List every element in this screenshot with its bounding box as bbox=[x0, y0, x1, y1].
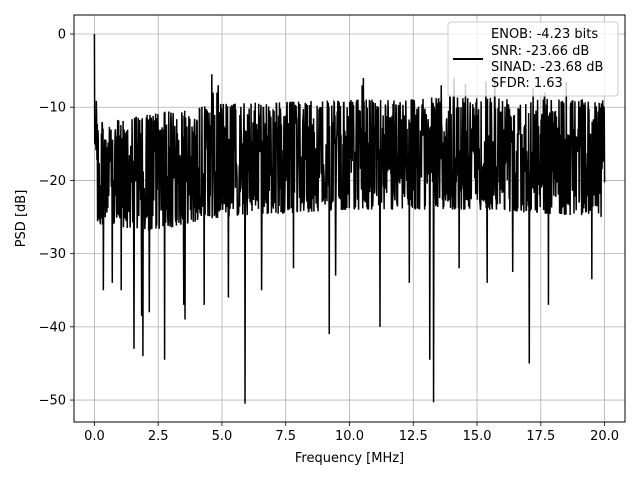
x-tick-label: 10.0 bbox=[335, 429, 364, 444]
x-tick-label: 5.0 bbox=[212, 429, 233, 444]
x-tick-label: 7.5 bbox=[275, 429, 296, 444]
y-tick-label: −10 bbox=[39, 101, 66, 116]
data-series bbox=[93, 34, 606, 404]
axis-ticks: 0.0 2.5 5.0 7.5 10.0 12.5 15.0 17.5 20.0 0 −10 −20 −… bbox=[39, 28, 620, 444]
x-axis-label: Frequency [MHz] bbox=[295, 451, 404, 466]
y-tick-label: −50 bbox=[39, 394, 66, 409]
y-axis-label: PSD [dB] bbox=[14, 190, 29, 248]
legend-sfdr: SFDR: 1.63 bbox=[491, 76, 563, 91]
legend-snr: SNR: -23.66 dB bbox=[491, 44, 589, 59]
y-tick-label: −30 bbox=[39, 247, 66, 262]
psd-series-line bbox=[93, 34, 606, 404]
x-tick-label: 0.0 bbox=[84, 429, 105, 444]
x-tick-label: 15.0 bbox=[463, 429, 492, 444]
legend-sinad: SINAD: -23.68 dB bbox=[491, 60, 603, 75]
x-tick-label: 2.5 bbox=[148, 429, 169, 444]
x-tick-label: 17.5 bbox=[526, 429, 555, 444]
y-tick-label: −40 bbox=[39, 320, 66, 335]
x-tick-label: 20.0 bbox=[590, 429, 619, 444]
legend-box bbox=[447, 21, 619, 97]
y-tick-label: 0 bbox=[58, 28, 66, 43]
legend: ENOB: -4.23 bits SNR: -23.66 dB SINAD: -… bbox=[447, 21, 619, 97]
y-tick-label: −20 bbox=[39, 174, 66, 189]
legend-enob: ENOB: -4.23 bits bbox=[491, 27, 598, 42]
x-tick-label: 12.5 bbox=[399, 429, 428, 444]
